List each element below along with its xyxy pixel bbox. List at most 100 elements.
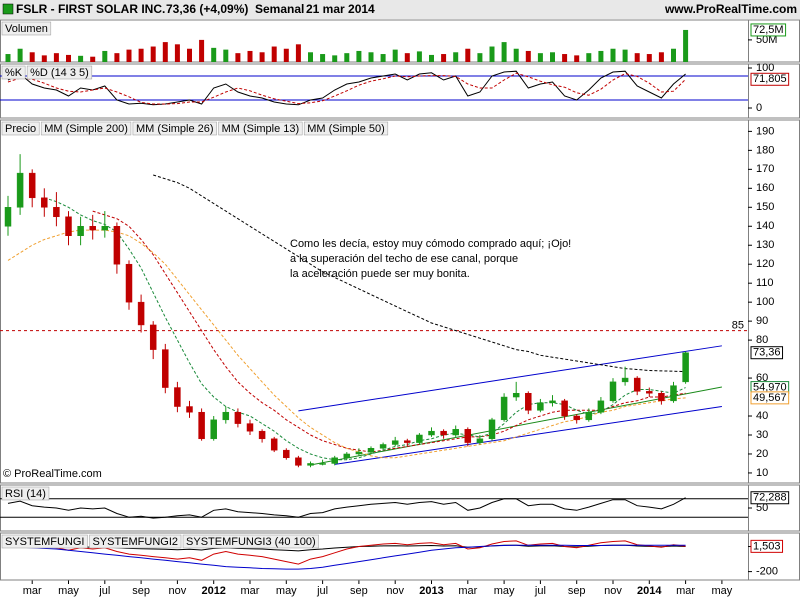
x-tick-label: nov: [604, 585, 622, 597]
legend-label: MM (Simple 26): [136, 123, 214, 135]
last-value-box: [750, 346, 784, 360]
volume-bar: [598, 50, 604, 62]
candle-body: [137, 301, 145, 326]
volume-bar: [332, 55, 338, 62]
indicator-line: [7, 497, 686, 519]
y-tick-label: 100: [756, 62, 774, 74]
volume-bar: [610, 48, 616, 62]
volume-bar: [29, 52, 35, 62]
volume-bar: [574, 55, 580, 62]
volume-bar: [465, 48, 471, 62]
volume-bar: [211, 47, 217, 62]
candle-body: [500, 396, 508, 421]
last-value-box: [750, 539, 784, 553]
volume-bar: [199, 39, 205, 62]
volume-bar: [356, 50, 362, 62]
candle-body: [101, 226, 109, 231]
annotation: a la superación del techo de ese canal, …: [290, 253, 518, 265]
y-tick-label: 50M: [756, 34, 777, 46]
volume-bar: [162, 42, 168, 62]
candle-body: [65, 216, 72, 237]
volume-bar: [66, 54, 71, 62]
volume-bar: [646, 54, 652, 62]
volume-bar: [429, 54, 434, 62]
candle-body: [549, 400, 556, 403]
volume-bar: [53, 53, 59, 62]
candle-body: [646, 391, 653, 394]
trend-line: [298, 345, 722, 412]
volume-bar: [295, 44, 301, 62]
volume-bar: [90, 56, 96, 62]
x-tick-label: jul: [98, 585, 110, 597]
y-tick-label: 110: [756, 277, 774, 289]
y-tick-label: 20: [756, 448, 768, 460]
volume-bar: [271, 46, 277, 62]
x-tick-label: jul: [534, 585, 546, 597]
x-tick-label: 2012: [201, 585, 225, 597]
volume-bar: [562, 54, 568, 62]
volume-bar: [550, 52, 555, 62]
moving-average: [7, 229, 686, 459]
volume-bar: [368, 52, 374, 62]
x-tick-label: may: [276, 585, 297, 597]
volume-bar: [658, 52, 664, 62]
candle-body: [41, 197, 48, 208]
y-tick-label: -200: [756, 566, 778, 578]
legend-box: [303, 121, 389, 136]
candle-body: [319, 463, 326, 465]
candle-body: [270, 438, 278, 451]
legend-label: RSI (14): [5, 488, 46, 500]
annotation: Como les decía, estoy muy cómodo comprad…: [290, 238, 571, 250]
last-value-label: 72,5M: [753, 24, 784, 36]
volume-bar: [187, 48, 192, 62]
last-value-label: 72,288: [753, 492, 787, 504]
last-value-label: 1,503: [753, 540, 781, 552]
legend-label: MM (Simple 13): [222, 123, 300, 135]
last-price: 73,36 (+4,09%): [166, 2, 248, 16]
x-tick-label: may: [58, 585, 79, 597]
legend-box: [89, 534, 182, 549]
candle-body: [621, 377, 629, 383]
site: www.ProRealTime.com: [664, 2, 797, 16]
volume-bar: [17, 48, 23, 62]
x-tick-label: 2014: [637, 585, 662, 597]
candle-body: [198, 411, 205, 440]
volume-bar: [404, 53, 410, 62]
x-tick-label: mar: [23, 585, 42, 597]
volume-bar: [320, 54, 326, 62]
y-tick-label: 100: [756, 296, 774, 308]
candle-body: [149, 324, 157, 350]
candle-body: [174, 387, 181, 407]
candle-body: [416, 434, 423, 443]
volume-bar: [671, 48, 676, 62]
x-tick-label: jul: [316, 585, 328, 597]
candle-body: [295, 457, 302, 466]
candle-body: [609, 381, 617, 402]
panel: [0, 63, 749, 119]
legend-box: [1, 65, 26, 80]
x-tick-label: nov: [386, 585, 404, 597]
legend-box: [26, 65, 93, 80]
candle-body: [573, 415, 580, 421]
volume-bar: [126, 49, 132, 62]
x-tick-label: sep: [132, 585, 150, 597]
y-tick-label: 180: [756, 144, 774, 156]
volume-bar: [259, 52, 265, 62]
moving-average: [153, 174, 686, 373]
x-tick-label: mar: [458, 585, 477, 597]
volume-bar: [308, 52, 313, 62]
legend-label: SYSTEMFUNGI: [5, 536, 84, 548]
indicator-line: [7, 72, 686, 105]
candle-body: [258, 430, 266, 440]
legend-box: [182, 534, 319, 549]
candle-body: [77, 226, 84, 237]
last-value-label: 71,805: [753, 73, 787, 85]
legend-box: [1, 121, 40, 136]
volume-bar: [138, 48, 144, 62]
candle-body: [283, 449, 290, 459]
volume-bar: [174, 44, 180, 62]
candle-body: [512, 392, 520, 398]
volume-bar: [283, 48, 289, 62]
x-tick-label: sep: [350, 585, 368, 597]
